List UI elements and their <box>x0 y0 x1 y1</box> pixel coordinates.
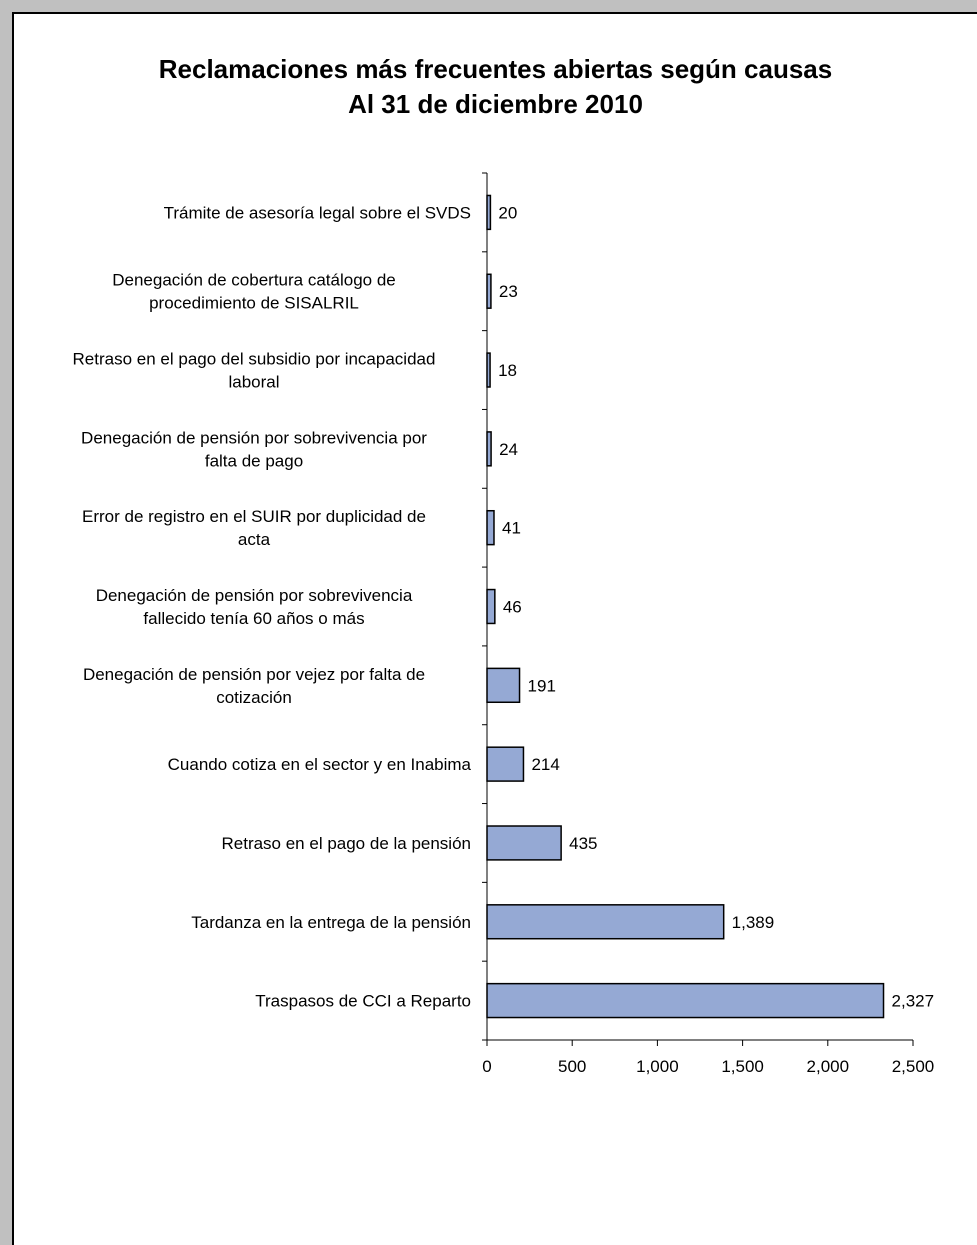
chart-title-line-1: Reclamaciones más frecuentes abiertas se… <box>158 54 833 84</box>
data-label: 214 <box>531 755 559 774</box>
category-label: Denegación de pensión por sobrevivencia … <box>81 428 427 447</box>
bar <box>486 273 492 309</box>
x-tick-label: 0 <box>482 1057 491 1076</box>
x-tick-label: 500 <box>558 1057 586 1076</box>
data-label: 46 <box>503 598 522 617</box>
category-label: fallecido tenía 60 años o más <box>143 609 364 628</box>
category-label: falta de pago <box>205 451 303 470</box>
bar <box>486 588 496 625</box>
data-label: 20 <box>498 203 517 222</box>
category-label: Retraso en el pago del subsidio por inca… <box>73 350 436 369</box>
bar <box>486 746 525 782</box>
category-label: Denegación de pensión por vejez por falt… <box>83 665 425 684</box>
x-tick-label: 1,000 <box>636 1057 679 1076</box>
x-tick-label: 2,500 <box>892 1057 935 1076</box>
chart-title: Reclamaciones más frecuentes abiertas se… <box>14 52 977 122</box>
data-label: 191 <box>528 676 556 695</box>
category-label: Traspasos de CCI a Reparto <box>255 992 471 1011</box>
category-label: Retraso en el pago de la pensión <box>221 834 471 853</box>
category-label: procedimiento de SISALRIL <box>149 294 359 313</box>
bar <box>486 431 492 467</box>
category-label: cotización <box>216 688 292 707</box>
data-label: 435 <box>569 834 597 853</box>
bar <box>486 982 885 1019</box>
bar <box>486 194 492 231</box>
category-label: Tardanza en la entrega de la pensión <box>191 913 471 932</box>
category-label: Error de registro en el SUIR por duplici… <box>82 507 426 526</box>
x-tick-label: 2,000 <box>807 1057 850 1076</box>
bar <box>486 509 495 546</box>
data-label: 2,327 <box>892 992 935 1011</box>
bar <box>486 825 562 861</box>
data-label: 23 <box>499 282 518 301</box>
category-label: Trámite de asesoría legal sobre el SVDS <box>164 203 471 222</box>
category-label: laboral <box>228 373 279 392</box>
data-label: 18 <box>498 361 517 380</box>
chart-title-line-2: Al 31 de diciembre 2010 <box>348 89 643 119</box>
bar <box>486 904 725 940</box>
data-label: 24 <box>499 440 518 459</box>
category-label: Denegación de pensión por sobrevivencia <box>96 586 413 605</box>
category-label: Cuando cotiza en el sector y en Inabima <box>168 755 472 774</box>
x-tick-label: 1,500 <box>721 1057 764 1076</box>
bar <box>486 667 521 704</box>
category-label: Denegación de cobertura catálogo de <box>112 271 396 290</box>
category-label: acta <box>238 530 271 549</box>
data-label: 41 <box>502 519 521 538</box>
bar <box>486 352 491 388</box>
data-label: 1,389 <box>732 913 775 932</box>
